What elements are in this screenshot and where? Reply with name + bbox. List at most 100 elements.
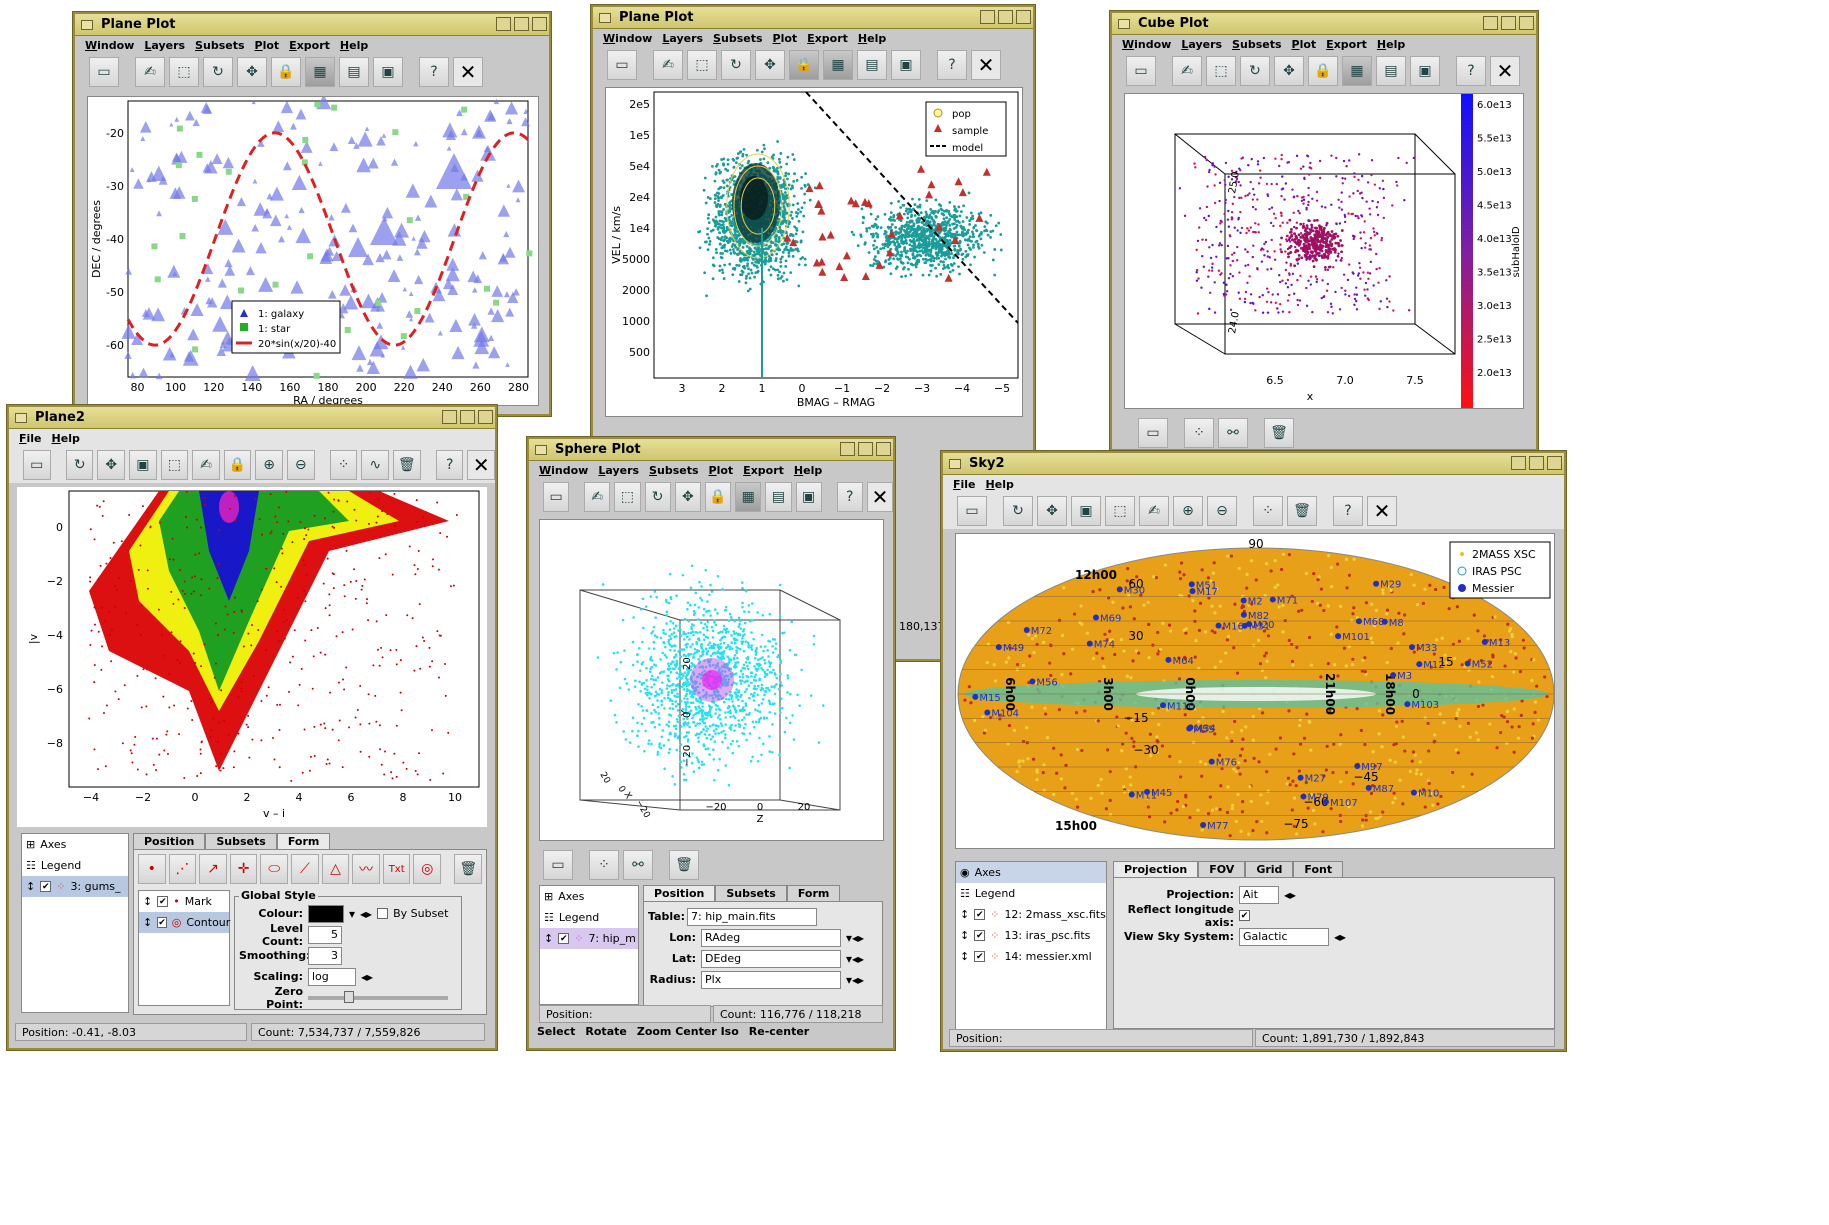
close-window-button[interactable]: ✕: [866, 482, 894, 512]
title-bar[interactable]: Plane Plot: [75, 14, 549, 36]
maximize-icon[interactable]: [1501, 16, 1516, 30]
replot-icon[interactable]: ↻: [1240, 56, 1270, 86]
close-window-button[interactable]: ✕: [467, 450, 496, 480]
level-count-spinner[interactable]: 5: [308, 925, 342, 944]
drag-handle-icon[interactable]: ↕: [26, 880, 36, 893]
delete-layer-icon[interactable]: 🗑: [392, 450, 421, 480]
grid-icon[interactable]: ▤: [857, 50, 887, 80]
menu-help[interactable]: Help: [339, 38, 369, 52]
minimize-icon[interactable]: [840, 442, 855, 456]
menu-window[interactable]: Window: [603, 31, 653, 45]
blob-subset-icon[interactable]: ✍: [584, 482, 611, 512]
contour-checkbox[interactable]: ✔: [157, 917, 167, 928]
help-icon[interactable]: ?: [419, 57, 449, 87]
layer-legend[interactable]: ☷ Legend: [26, 859, 82, 872]
minimize-icon[interactable]: [442, 410, 457, 424]
minimize-icon[interactable]: [1483, 16, 1498, 30]
add-line-icon[interactable]: 〰: [352, 854, 380, 884]
window-icon[interactable]: ▭: [607, 50, 637, 80]
window-menu-icon[interactable]: [1118, 18, 1130, 29]
menu-window[interactable]: Window: [85, 38, 135, 52]
help-icon[interactable]: ?: [435, 450, 464, 480]
menu-layers[interactable]: Layers: [662, 31, 704, 45]
close-icon[interactable]: [1016, 10, 1031, 24]
window-icon[interactable]: ▭: [1126, 56, 1156, 86]
menu-export[interactable]: Export: [807, 31, 848, 45]
menu-export[interactable]: Export: [289, 38, 330, 52]
menu-plot[interactable]: Plot: [1291, 37, 1317, 51]
title-bar[interactable]: Plane Plot: [593, 7, 1033, 29]
add-pair-layer-icon[interactable]: ⚯: [1218, 418, 1248, 448]
add-link-icon[interactable]: ⟋: [291, 854, 319, 884]
add-function-icon[interactable]: ∿: [361, 450, 389, 480]
close-icon[interactable]: [532, 17, 547, 31]
menu-plot[interactable]: Plot: [708, 463, 734, 477]
close-icon[interactable]: [1519, 16, 1534, 30]
export-icon[interactable]: ▣: [1410, 56, 1440, 86]
smoothing-spinner[interactable]: 3: [308, 946, 342, 965]
maximize-icon[interactable]: [998, 10, 1013, 24]
add-points-layer-icon[interactable]: ⁘: [329, 450, 358, 480]
box-subset-icon[interactable]: ⬚: [169, 57, 199, 87]
grid-icon[interactable]: ▤: [1376, 56, 1406, 86]
density-icon[interactable]: ▦: [735, 482, 762, 512]
export-icon[interactable]: ▣: [795, 482, 822, 512]
navigate-icon[interactable]: ✥: [1274, 56, 1304, 86]
box-subset-icon[interactable]: ⬚: [1206, 56, 1236, 86]
replot-icon[interactable]: ↻: [644, 482, 671, 512]
scaling-select[interactable]: log: [308, 967, 356, 986]
blob-subset-icon[interactable]: ✍: [192, 450, 220, 480]
help-icon[interactable]: ?: [1456, 56, 1486, 86]
window-icon[interactable]: ▭: [1138, 418, 1168, 448]
density-icon[interactable]: ▦: [823, 50, 853, 80]
tab-position[interactable]: Position: [133, 833, 206, 849]
cycle-icon[interactable]: ◂▸: [360, 906, 373, 921]
menu-layers[interactable]: Layers: [598, 463, 640, 477]
dropdown-icon[interactable]: ▾: [349, 906, 356, 921]
mark-checkbox[interactable]: ✔: [157, 896, 169, 907]
close-icon[interactable]: [478, 410, 493, 424]
grid-icon[interactable]: ▤: [339, 57, 369, 87]
layer-gums[interactable]: ↕ ✔ ⁘ 3: gums_: [22, 876, 128, 897]
delete-layer-icon[interactable]: 🗑: [1264, 418, 1294, 448]
delete-form-icon[interactable]: 🗑: [454, 854, 483, 884]
menu-window[interactable]: Window: [539, 463, 589, 477]
lock-icon[interactable]: 🔒: [1308, 56, 1338, 86]
add-points-layer-icon[interactable]: ⁘: [1184, 418, 1214, 448]
box-subset-icon[interactable]: ⬚: [160, 450, 189, 480]
box-subset-icon[interactable]: ⬚: [614, 482, 641, 512]
menu-export[interactable]: Export: [1326, 37, 1367, 51]
sublayer-mark[interactable]: ↕ ✔ • Mark: [143, 895, 212, 908]
window-icon[interactable]: ▭: [23, 450, 51, 480]
minimize-icon[interactable]: [980, 10, 995, 24]
menu-help[interactable]: Help: [51, 431, 80, 445]
slider-thumb[interactable]: [344, 990, 354, 1003]
window-menu-icon[interactable]: [599, 12, 611, 23]
add-ellipse-icon[interactable]: ⬭: [260, 854, 289, 884]
plot-area[interactable]: 3 2 1 0 −1 −2 −3 −4 −5 2e5 1e5 5e4 2e4 1e4 5000 2000 100…: [605, 87, 1023, 417]
tab-subsets[interactable]: Subsets: [205, 833, 277, 849]
close-icon[interactable]: [876, 442, 891, 456]
help-icon[interactable]: ?: [836, 482, 863, 512]
blob-subset-icon[interactable]: ✍: [653, 50, 683, 80]
menu-plot[interactable]: Plot: [254, 38, 280, 52]
menu-export[interactable]: Export: [743, 463, 784, 477]
export-icon[interactable]: ▣: [373, 57, 403, 87]
colour-selector[interactable]: [308, 904, 344, 923]
replot-icon[interactable]: ↻: [203, 57, 233, 87]
navigate-icon[interactable]: ✥: [97, 450, 126, 480]
maximize-icon[interactable]: [858, 442, 873, 456]
maximize-icon[interactable]: [460, 410, 475, 424]
by-subset-checkbox[interactable]: [377, 908, 389, 919]
menu-window[interactable]: Window: [1122, 37, 1172, 51]
zoom-in-icon[interactable]: ⊕: [255, 450, 283, 480]
add-vector-icon[interactable]: ↗: [199, 854, 227, 884]
menu-subsets[interactable]: Subsets: [649, 463, 699, 477]
lock-icon[interactable]: 🔒: [271, 57, 301, 87]
lock-icon[interactable]: 🔒: [704, 482, 732, 512]
sublayer-contour[interactable]: ↕ ✔ ◎ Contour: [139, 912, 230, 933]
plot-area[interactable]: 20 0 −20 Y −20 0 20 Z 20 0 −20 X: [539, 519, 884, 841]
window-menu-icon[interactable]: [81, 19, 93, 30]
grid-icon[interactable]: ▤: [765, 482, 792, 512]
blob-subset-icon[interactable]: ✍: [135, 57, 165, 87]
